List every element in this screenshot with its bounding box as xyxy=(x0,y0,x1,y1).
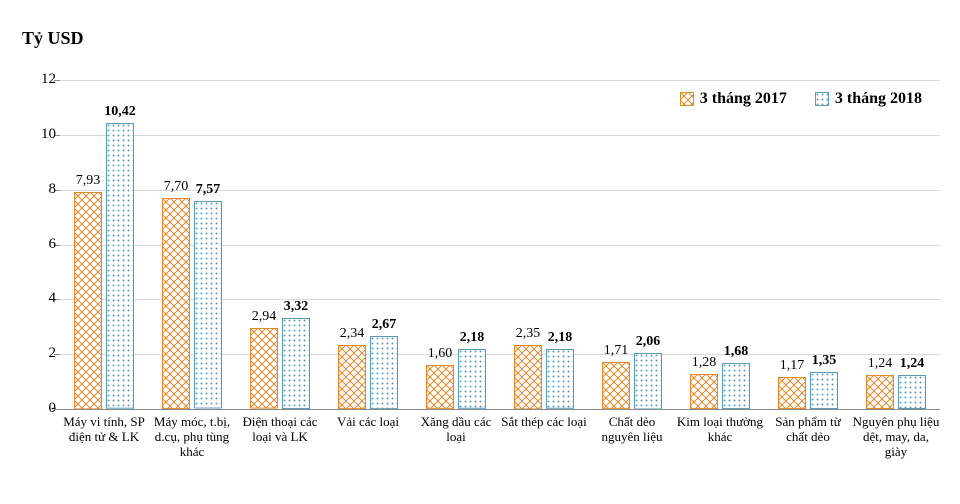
bar-2017: 1,24 xyxy=(866,375,894,409)
bar-value-label: 7,57 xyxy=(196,182,221,198)
plot-area: 0-246810127,9310,42Máy vi tính, SP điện … xyxy=(60,80,940,410)
bar-group: 1,171,35Sản phẩm từ chất dẻo xyxy=(764,80,852,409)
bar-value-label: 2,34 xyxy=(340,326,365,342)
bar-value-label: 2,94 xyxy=(252,309,277,325)
bar-value-label: 10,42 xyxy=(104,104,136,120)
category-label: Máy vi tính, SP điện tử & LK xyxy=(60,415,148,445)
bar-2017: 7,70 xyxy=(162,198,190,409)
bar-value-label: 1,24 xyxy=(868,356,893,372)
bar-group: 1,602,18Xăng dầu các loại xyxy=(412,80,500,409)
category-label: Sản phẩm từ chất dẻo xyxy=(764,415,852,445)
bar-value-label: 1,68 xyxy=(724,344,749,360)
bar-value-label: 2,35 xyxy=(516,326,541,342)
bar-value-label: 1,17 xyxy=(780,358,805,374)
bar-value-label: 1,28 xyxy=(692,355,717,371)
category-label: Sắt thép các loại xyxy=(500,415,588,430)
bar-2017: 7,93 xyxy=(74,192,102,409)
bar-2018: 3,32 xyxy=(282,318,310,409)
category-label: Kim loại thường khác xyxy=(676,415,764,445)
bar-value-label: 1,71 xyxy=(604,343,629,359)
bar-2018: 2,18 xyxy=(546,349,574,409)
bar-value-label: 1,35 xyxy=(812,353,837,369)
category-label: Chất dẻo nguyên liệu xyxy=(588,415,676,445)
bar-value-label: 7,93 xyxy=(76,173,101,189)
bar-2017: 2,34 xyxy=(338,345,366,409)
bar-2018: 1,68 xyxy=(722,363,750,409)
bar-2018: 1,35 xyxy=(810,372,838,409)
bar-group: 2,342,67Vải các loại xyxy=(324,80,412,409)
category-label: Vải các loại xyxy=(324,415,412,430)
category-label: Máy móc, t.bị, d.cụ, phụ tùng khác xyxy=(148,415,236,460)
bar-value-label: 2,18 xyxy=(548,330,573,346)
bar-2017: 1,71 xyxy=(602,362,630,409)
bar-group: 2,352,18Sắt thép các loại xyxy=(500,80,588,409)
bar-2018: 10,42 xyxy=(106,123,134,409)
category-label: Điện thoại các loại và LK xyxy=(236,415,324,445)
bar-2017: 1,17 xyxy=(778,377,806,409)
bar-group: 1,241,24Nguyên phụ liệu dệt, may, da, gi… xyxy=(852,80,940,409)
y-axis-title: Tỷ USD xyxy=(22,28,84,49)
bar-value-label: 3,32 xyxy=(284,299,309,315)
bar-value-label: 7,70 xyxy=(164,179,189,195)
bar-value-label: 2,06 xyxy=(636,334,661,350)
bar-value-label: 1,60 xyxy=(428,346,453,362)
bar-group: 1,281,68Kim loại thường khác xyxy=(676,80,764,409)
bar-2017: 2,35 xyxy=(514,345,542,409)
bar-2017: 2,94 xyxy=(250,328,278,409)
bar-groups: 7,9310,42Máy vi tính, SP điện tử & LK7,7… xyxy=(60,80,940,409)
bar-2018: 7,57 xyxy=(194,201,222,409)
category-label: Nguyên phụ liệu dệt, may, da, giày xyxy=(852,415,940,460)
bar-2017: 1,60 xyxy=(426,365,454,409)
bar-value-label: 1,24 xyxy=(900,356,925,372)
bar-group: 7,9310,42Máy vi tính, SP điện tử & LK xyxy=(60,80,148,409)
bar-group: 1,712,06Chất dẻo nguyên liệu xyxy=(588,80,676,409)
bar-2018: 1,24 xyxy=(898,375,926,409)
bar-group: 2,943,32Điện thoại các loại và LK xyxy=(236,80,324,409)
bar-2017: 1,28 xyxy=(690,374,718,409)
bar-value-label: 2,67 xyxy=(372,317,397,333)
category-label: Xăng dầu các loại xyxy=(412,415,500,445)
bar-2018: 2,06 xyxy=(634,353,662,409)
bar-group: 7,707,57Máy móc, t.bị, d.cụ, phụ tùng kh… xyxy=(148,80,236,409)
chart-container: Tỷ USD 3 tháng 2017 3 tháng 2018 xyxy=(0,0,960,504)
bar-value-label: 2,18 xyxy=(460,330,485,346)
bar-2018: 2,67 xyxy=(370,336,398,409)
bar-2018: 2,18 xyxy=(458,349,486,409)
